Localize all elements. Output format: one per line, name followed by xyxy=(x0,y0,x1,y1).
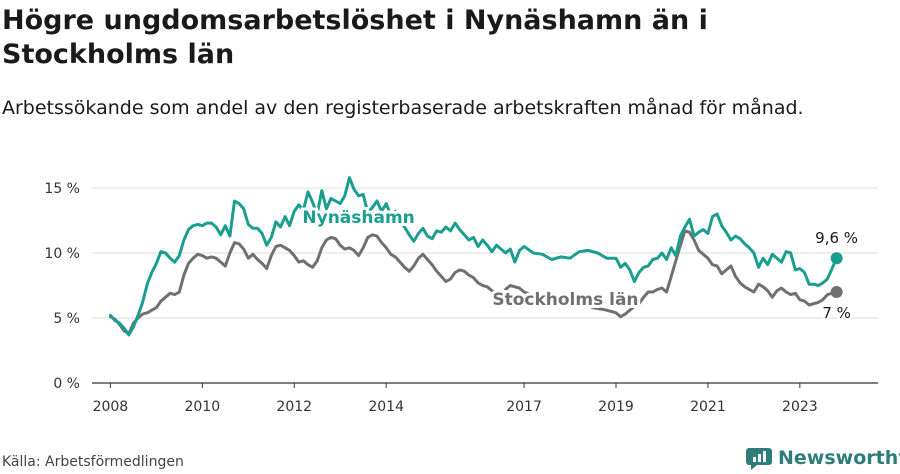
x-tick-label: 2023 xyxy=(782,399,818,415)
grid xyxy=(92,187,878,319)
brand-name: Newsworthy xyxy=(778,447,900,469)
x-tick-label: 2014 xyxy=(368,399,404,415)
x-tick-label: 2008 xyxy=(93,399,129,415)
y-tick-label: 5 % xyxy=(53,311,80,327)
series xyxy=(108,176,843,337)
axes: 0 % 5 % 10 % 15 % 2008 2010 2012 2014 2017 2019 20… xyxy=(44,181,878,415)
x-tick-label: 2012 xyxy=(276,399,312,415)
stockholm-end-label: 7 % xyxy=(822,304,851,322)
x-tick-label: 2021 xyxy=(690,399,726,415)
stockholm-line xyxy=(108,229,839,336)
labels: Nynäshamn 9,6 % Stockholms län 7 % xyxy=(299,205,860,324)
nynashamn-line xyxy=(108,176,839,337)
y-tick-label: 15 % xyxy=(44,181,80,197)
x-tick-label: 2017 xyxy=(506,399,542,415)
newsworthy-logo-icon xyxy=(746,448,772,470)
nynashamn-end-label: 9,6 % xyxy=(815,229,858,247)
stockholm-end-point xyxy=(830,286,843,298)
y-tick-label: 0 % xyxy=(53,376,80,392)
x-tick-label: 2019 xyxy=(598,399,634,415)
nynashamn-series-label: Nynäshamn xyxy=(302,208,414,228)
newsworthy-brand[interactable]: Newsworthy xyxy=(746,444,900,472)
stockholm-series-label: Stockholms län xyxy=(492,290,638,310)
source-note: Källa: Arbetsförmedlingen xyxy=(2,454,184,470)
y-tick-label: 10 % xyxy=(44,246,80,262)
chart-subtitle: Arbetssökande som andel av den registerb… xyxy=(2,97,804,119)
chart-title: Högre ungdomsarbetslöshet i Nynäshamn än… xyxy=(2,5,708,70)
nynashamn-end-point xyxy=(830,252,843,265)
x-tick-label: 2010 xyxy=(184,399,220,415)
